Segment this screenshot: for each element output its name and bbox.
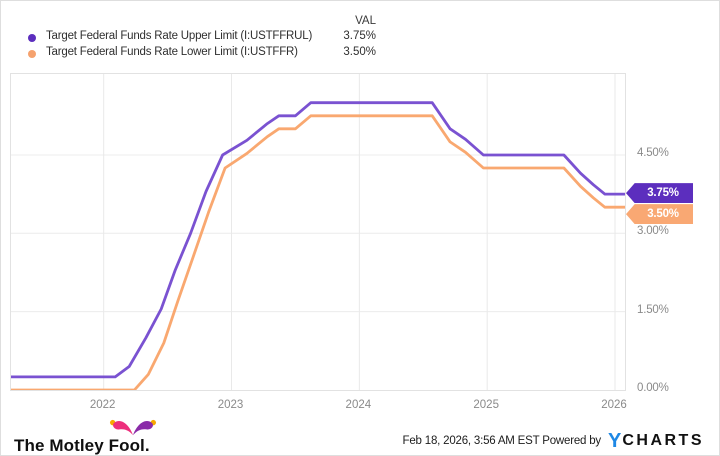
lower-limit-legend-label: Target Federal Funds Rate Lower Limit (I… [46,46,298,58]
ycharts-logo[interactable]: Y CHARTS [608,431,704,451]
y-axis-tick-label: 0.00% [637,382,669,394]
x-axis-tick-label: 2023 [217,399,244,411]
ycharts-y-icon: Y [607,430,622,452]
y-axis-tick-label: 3.00% [637,225,669,238]
jester-hat-icon [109,419,156,436]
x-axis-tick-label: 2026 [601,399,627,411]
upper-limit-legend-dot-icon [28,34,36,42]
x-axis-tick-label: 2025 [473,399,499,411]
y-axis-tick-label: 4.50% [637,146,669,159]
chart-canvas [11,74,625,390]
chart-plot-area [10,73,626,391]
upper-limit-current-value: 3.75% [343,30,376,42]
series-line [11,114,625,390]
y-axis-tick-label: 1.50% [637,303,669,316]
motley-fool-brand-suffix: Fool. [109,419,156,456]
value-badge: 3.75% [626,183,693,204]
series-line [11,101,625,379]
x-axis-tick-label: 2024 [345,399,372,411]
motley-fool-brand-prefix: The Motley [14,436,109,455]
upper-limit-legend-label: Target Federal Funds Rate Upper Limit (I… [46,30,313,42]
value-badge: 3.50% [626,204,693,225]
footer-timestamp-powered-by: Feb 18, 2026, 3:56 AM EST Powered by [402,435,602,447]
motley-fool-logo[interactable]: The Motley Fool. [14,419,156,456]
legend-value-column-header: VAL [355,15,376,27]
lower-limit-current-value: 3.50% [343,46,376,58]
lower-limit-legend-dot-icon [28,50,36,58]
footer-attribution: Feb 18, 2026, 3:56 AM EST Powered by Y C… [403,431,704,451]
ycharts-wordmark: CHARTS [622,432,704,449]
x-axis-tick-label: 2022 [89,399,116,411]
